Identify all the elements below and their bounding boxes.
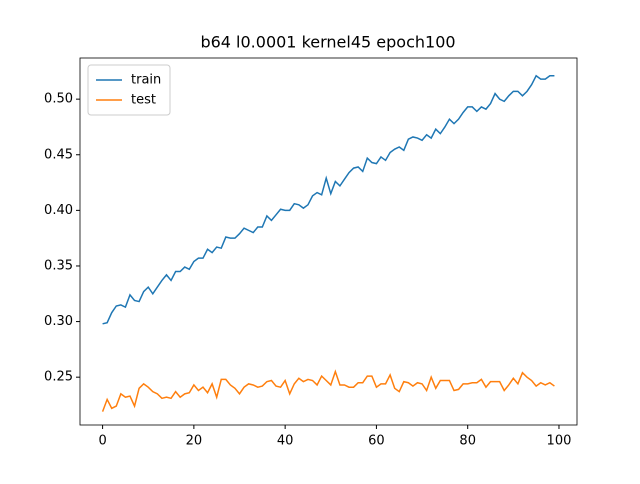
x-tick-label: 100 [547, 434, 572, 449]
series-line [101, 369, 555, 412]
legend-label: test [131, 93, 156, 108]
y-tick-label: 0.40 [44, 203, 73, 218]
x-tick-label: 60 [368, 434, 385, 449]
y-tick-label: 0.35 [44, 258, 73, 273]
y-tick-label: 0.50 [44, 92, 73, 107]
plot-frame [79, 57, 578, 426]
legend-label: train [131, 73, 161, 88]
chart-title: b64 l0.0001 kernel45 epoch100 [200, 33, 455, 52]
x-tick-label: 20 [186, 434, 203, 449]
y-tick-label: 0.25 [44, 370, 73, 385]
series-line [102, 74, 555, 325]
x-tick-label: 0 [98, 434, 106, 449]
y-tick-label: 0.45 [44, 147, 73, 162]
x-tick-label: 40 [277, 434, 294, 449]
x-tick-label: 80 [459, 434, 476, 449]
legend-box [87, 64, 171, 116]
y-tick-label: 0.30 [44, 314, 73, 329]
